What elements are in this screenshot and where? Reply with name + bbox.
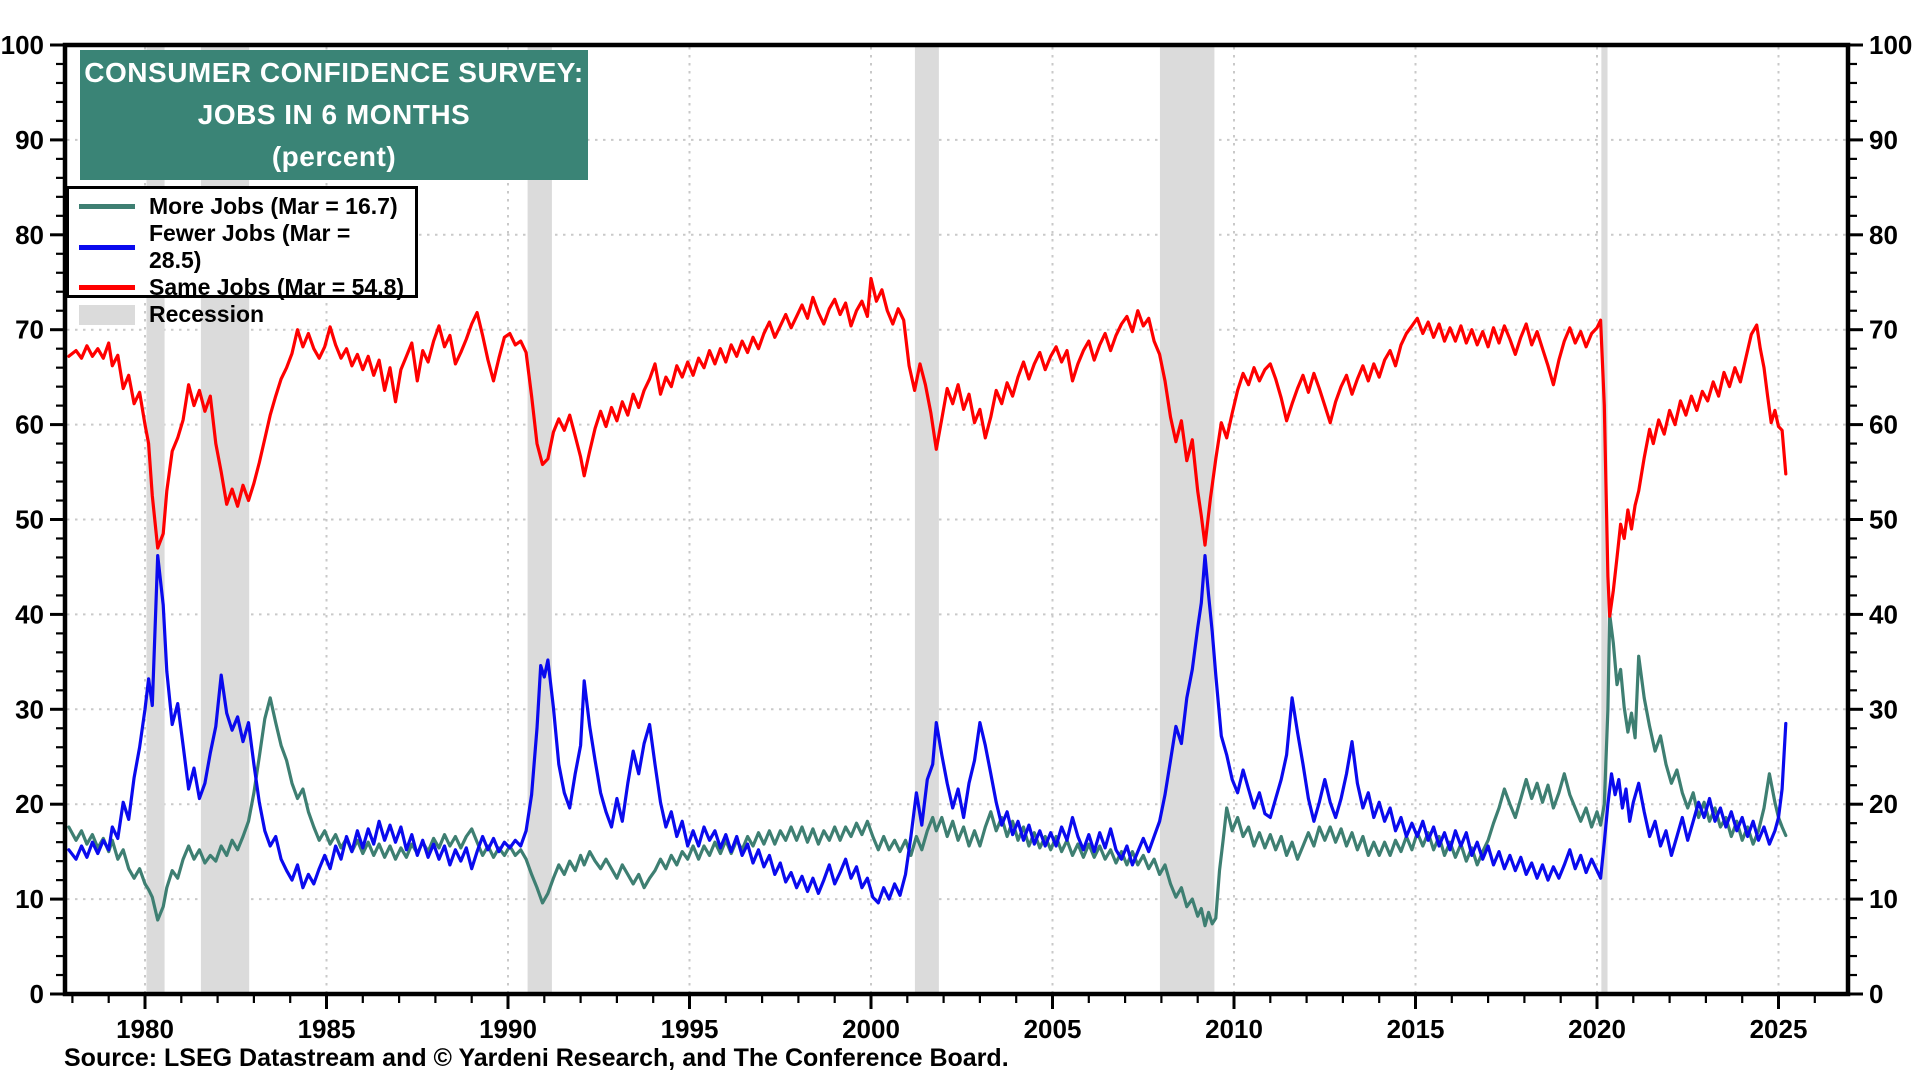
x-axis-label-1995: 1995 bbox=[661, 1014, 719, 1044]
y-axis-label-right-20: 20 bbox=[1869, 789, 1898, 819]
y-axis-label-right-60: 60 bbox=[1869, 410, 1898, 440]
series-line-same-jobs bbox=[67, 276, 1788, 618]
x-axis-label-2015: 2015 bbox=[1387, 1014, 1445, 1044]
legend-item-same-jobs: Same Jobs (Mar = 54.8) bbox=[79, 274, 405, 301]
y-axis-label-left-30: 30 bbox=[15, 694, 44, 724]
y-axis-label-left-50: 50 bbox=[15, 505, 44, 535]
y-axis-label-right-30: 30 bbox=[1869, 694, 1898, 724]
recession-band-swatch bbox=[79, 304, 135, 325]
recession-band-5 bbox=[1601, 47, 1608, 992]
y-axis-label-left-100: 100 bbox=[1, 30, 44, 60]
y-axis-label-left-0: 0 bbox=[30, 979, 44, 1009]
legend-item-recession: Recession bbox=[79, 301, 405, 328]
y-axis-label-left-20: 20 bbox=[15, 789, 44, 819]
y-axis-label-right-90: 90 bbox=[1869, 125, 1898, 155]
x-axis-label-1985: 1985 bbox=[298, 1014, 356, 1044]
y-axis-label-right-50: 50 bbox=[1869, 505, 1898, 535]
legend-label-recession: Recession bbox=[149, 301, 265, 327]
chart-title-line-3: (percent) bbox=[271, 141, 397, 172]
series-line-more-jobs bbox=[67, 612, 1788, 928]
y-axis-label-left-60: 60 bbox=[15, 410, 44, 440]
more-jobs-line-swatch bbox=[79, 204, 135, 209]
x-axis-label-2005: 2005 bbox=[1024, 1014, 1082, 1044]
x-axis-label-2010: 2010 bbox=[1205, 1014, 1263, 1044]
legend-label-same-jobs: Same Jobs (Mar = 54.8) bbox=[149, 274, 405, 300]
y-axis-label-right-0: 0 bbox=[1869, 979, 1883, 1009]
x-axis-label-2000: 2000 bbox=[842, 1014, 900, 1044]
y-axis-label-right-80: 80 bbox=[1869, 220, 1898, 250]
recession-band-3 bbox=[914, 47, 939, 992]
y-axis-label-left-90: 90 bbox=[15, 125, 44, 155]
y-axis-label-left-70: 70 bbox=[15, 315, 44, 345]
y-axis-label-right-70: 70 bbox=[1869, 315, 1898, 345]
recession-band-4 bbox=[1159, 47, 1215, 992]
y-axis-label-left-10: 10 bbox=[15, 884, 44, 914]
y-axis-label-right-40: 40 bbox=[1869, 599, 1898, 629]
chart-title-line-1: CONSUMER CONFIDENCE SURVEY: bbox=[84, 57, 584, 88]
y-axis-label-right-10: 10 bbox=[1869, 884, 1898, 914]
fewer-jobs-line-swatch bbox=[79, 244, 135, 250]
chart-title-box: CONSUMER CONFIDENCE SURVEY: JOBS IN 6 MO… bbox=[80, 50, 588, 180]
y-axis-label-right-100: 100 bbox=[1869, 30, 1912, 60]
x-axis-label-1990: 1990 bbox=[479, 1014, 537, 1044]
legend-box: More Jobs (Mar = 16.7) Fewer Jobs (Mar =… bbox=[66, 186, 418, 327]
x-axis-label-1980: 1980 bbox=[116, 1014, 174, 1044]
x-axis-label-2020: 2020 bbox=[1568, 1014, 1626, 1044]
same-jobs-line-swatch bbox=[79, 285, 135, 290]
series-line-fewer-jobs bbox=[67, 553, 1788, 905]
legend-label-fewer-jobs: Fewer Jobs (Mar = 28.5) bbox=[149, 220, 351, 273]
x-axis-label-2025: 2025 bbox=[1750, 1014, 1808, 1044]
y-axis-label-left-40: 40 bbox=[15, 599, 44, 629]
legend-item-more-jobs: More Jobs (Mar = 16.7) bbox=[79, 193, 405, 220]
y-axis-label-left-80: 80 bbox=[15, 220, 44, 250]
chart-title-line-2: JOBS IN 6 MONTHS bbox=[197, 99, 471, 130]
legend-label-more-jobs: More Jobs (Mar = 16.7) bbox=[149, 193, 398, 219]
recession-band-2 bbox=[527, 47, 552, 992]
legend-item-fewer-jobs: Fewer Jobs (Mar = 28.5) bbox=[79, 220, 405, 274]
plot-frame bbox=[62, 42, 1851, 997]
source-note: Source: LSEG Datastream and © Yardeni Re… bbox=[64, 1044, 1009, 1072]
